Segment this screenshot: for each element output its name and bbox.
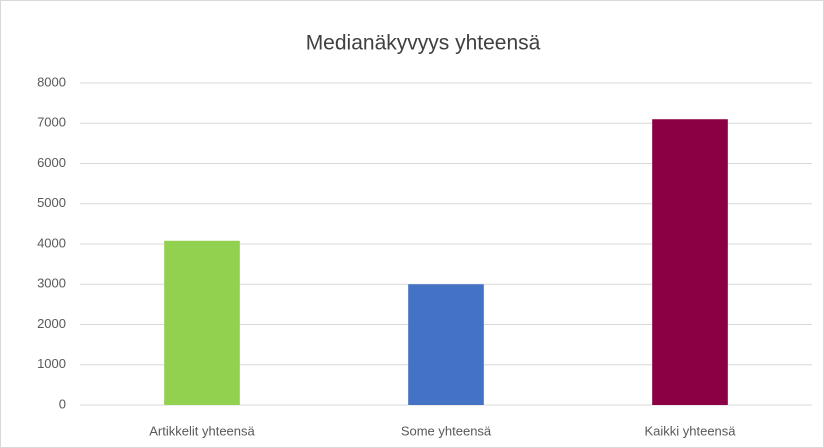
chart-title: Medianäkyvyys yhteensä <box>306 32 541 55</box>
y-tick-label: 4000 <box>37 235 66 250</box>
y-tick-label: 0 <box>59 396 66 411</box>
bar <box>164 240 240 405</box>
y-tick-label: 2000 <box>37 316 66 331</box>
x-tick-label: Some yhteensä <box>401 423 492 438</box>
x-tick-label: Kaikki yhteensä <box>644 423 736 438</box>
y-tick-label: 3000 <box>37 276 66 291</box>
bar <box>652 119 728 405</box>
y-tick-label: 1000 <box>37 356 66 371</box>
y-tick-label: 6000 <box>37 155 66 170</box>
y-tick-label: 8000 <box>37 74 66 89</box>
x-tick-label: Artikkelit yhteensä <box>149 423 255 438</box>
y-tick-label: 7000 <box>37 115 66 130</box>
y-tick-label: 5000 <box>37 195 66 210</box>
bar <box>408 284 484 405</box>
